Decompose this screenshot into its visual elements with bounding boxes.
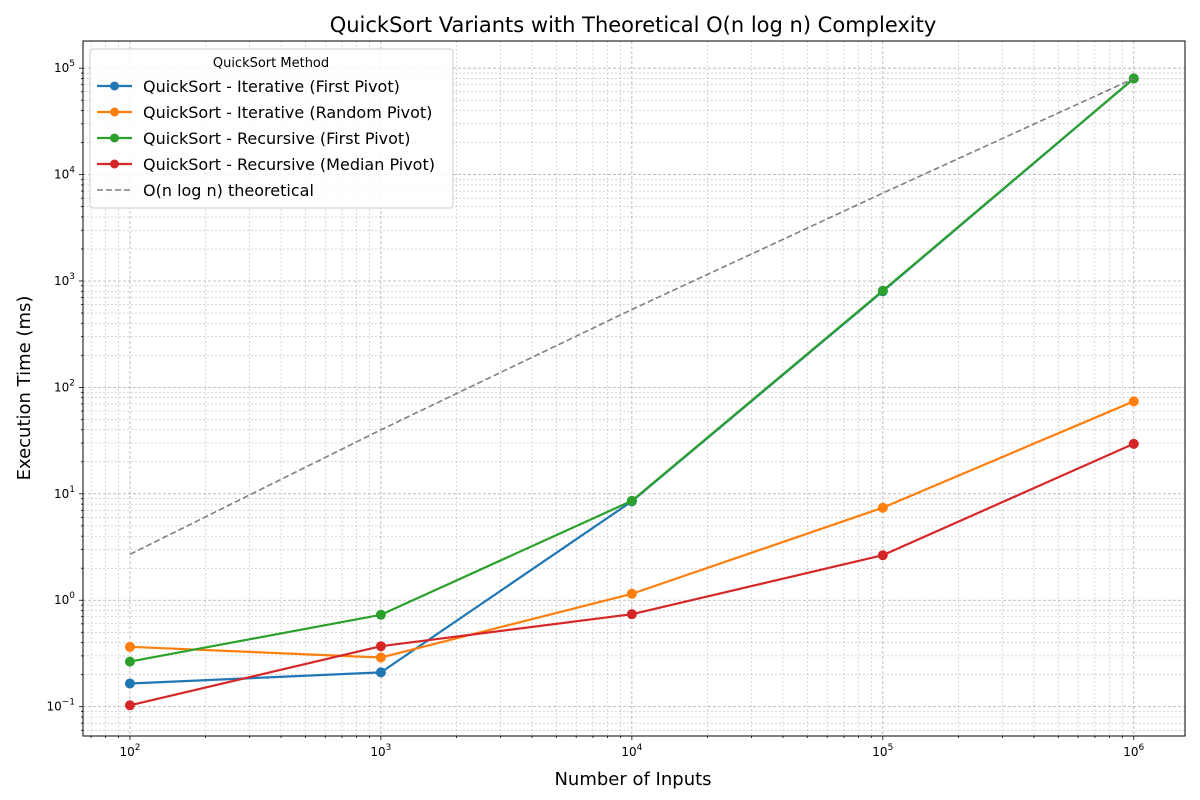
- x-axis-title: Number of Inputs: [554, 769, 711, 790]
- y-tick-label: 10−1: [46, 698, 75, 714]
- data-point: [124, 656, 135, 667]
- data-point: [375, 652, 386, 663]
- y-tick-label: 104: [54, 166, 75, 182]
- series-4: [124, 438, 1139, 711]
- data-point: [1128, 438, 1139, 449]
- data-point: [877, 285, 888, 296]
- legend-item: QuickSort - Iterative (First Pivot): [97, 77, 400, 96]
- legend-label: QuickSort - Recursive (First Pivot): [143, 129, 410, 148]
- legend-item: O(n log n) theoretical: [97, 181, 314, 200]
- x-tick-label: 105: [872, 743, 893, 759]
- y-tick-label: 105: [54, 59, 75, 75]
- y-tick-label: 100: [54, 591, 75, 607]
- chart-title: QuickSort Variants with Theoretical O(n …: [330, 13, 937, 37]
- legend-item: QuickSort - Recursive (First Pivot): [97, 129, 410, 148]
- legend: QuickSort Method QuickSort - Iterative (…: [89, 48, 454, 209]
- y-tick-label: 102: [54, 378, 75, 394]
- data-point: [877, 550, 888, 561]
- series-2: [124, 396, 1139, 663]
- legend-swatch-marker: [110, 133, 119, 143]
- legend-title: QuickSort Method: [213, 56, 329, 71]
- y-tick-label: 101: [54, 485, 75, 501]
- data-point: [124, 678, 135, 689]
- data-point: [1128, 396, 1139, 407]
- legend-item: QuickSort - Iterative (Random Pivot): [97, 103, 432, 122]
- data-point: [124, 641, 135, 652]
- x-tick-label: 103: [370, 743, 391, 759]
- legend-label: QuickSort - Iterative (First Pivot): [143, 77, 400, 96]
- plot-frame: [82, 40, 1186, 737]
- legend-swatch-marker: [110, 159, 119, 169]
- data-point: [375, 609, 386, 620]
- data-point: [626, 588, 637, 599]
- axis-ticks: 102 103 104 105 106 10−1 100 101 102 103 104 105: [46, 59, 1144, 759]
- legend-items: QuickSort - Iterative (First Pivot) Quick…: [97, 77, 435, 200]
- legend-swatch-marker: [110, 81, 119, 91]
- legend-label: QuickSort - Recursive (Median Pivot): [143, 155, 435, 174]
- series-line: [129, 77, 1135, 556]
- data-point: [626, 609, 637, 620]
- legend-box: [89, 48, 454, 209]
- legend-item: QuickSort - Recursive (Median Pivot): [97, 155, 435, 174]
- series-3: [124, 73, 1139, 667]
- data-point: [877, 502, 888, 513]
- grid-lines: [83, 41, 1185, 736]
- y-axis-title: Execution Time (ms): [14, 296, 35, 481]
- data-point: [375, 641, 386, 652]
- x-tick-label: 104: [621, 743, 642, 759]
- series-layer: [124, 73, 1139, 711]
- legend-label: O(n log n) theoretical: [143, 181, 314, 200]
- data-point: [626, 495, 637, 506]
- data-point: [124, 700, 135, 711]
- series-5: [129, 77, 1135, 556]
- x-tick-label: 106: [1123, 743, 1144, 759]
- legend-label: QuickSort - Iterative (Random Pivot): [143, 103, 432, 122]
- data-point: [375, 667, 386, 678]
- x-tick-label: 102: [119, 743, 140, 759]
- y-tick-label: 103: [54, 272, 75, 288]
- legend-swatch-marker: [110, 107, 119, 117]
